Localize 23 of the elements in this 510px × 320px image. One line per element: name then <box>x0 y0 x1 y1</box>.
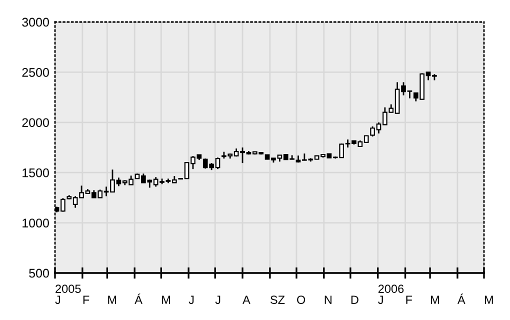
x-tick-label: Á <box>134 294 142 304</box>
x-tick-label: O <box>297 296 306 304</box>
x-tick-label: M <box>431 296 439 304</box>
y-tick-label: 2000 <box>22 118 49 128</box>
x-tick-label: M <box>484 296 493 304</box>
x-tick-label: D <box>351 296 358 304</box>
x-tick-label: SZ <box>270 296 285 304</box>
x-tick-label: 2006 J <box>378 284 404 304</box>
x-tick-label: J <box>215 296 220 304</box>
y-tick-label: 1500 <box>22 168 49 178</box>
x-tick-label: 2005 J <box>55 284 81 304</box>
x-tick-label: M <box>162 296 170 304</box>
y-tick-label: 3000 <box>22 18 49 27</box>
x-tick-label: F <box>406 296 412 304</box>
x-tick-label: N <box>324 296 332 304</box>
y-tick-label: 1000 <box>22 218 49 228</box>
x-tick-label: A <box>242 296 250 304</box>
x-tick-label: J <box>188 296 194 304</box>
y-tick-label: 2500 <box>22 68 49 77</box>
x-tick-label: M <box>108 296 116 304</box>
y-tick-label: 500 <box>29 268 49 278</box>
x-tick-label: Á <box>457 294 466 304</box>
x-tick-label: F <box>83 296 90 304</box>
